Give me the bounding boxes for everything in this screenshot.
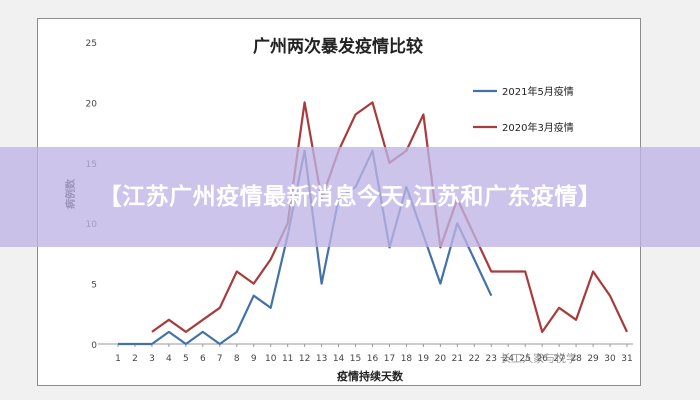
- x-tick-label: 30: [604, 354, 616, 364]
- x-tick-label: 1: [115, 354, 121, 364]
- x-tick-label: 6: [200, 354, 206, 364]
- legend-label-1: 2021年5月疫情: [502, 85, 574, 98]
- x-tick-label: 4: [166, 354, 172, 364]
- x-tick-label: 20: [435, 354, 447, 364]
- x-tick-label: 8: [234, 354, 240, 364]
- y-tick-label: 5: [91, 281, 97, 291]
- x-tick-label: 18: [401, 354, 413, 364]
- x-tick-label: 12: [299, 354, 310, 364]
- watermark-text: 长工人家与悦学: [500, 352, 577, 365]
- x-tick-label: 25: [519, 354, 530, 364]
- headline-text: 【江苏广州疫情最新消息今天,江苏和广东疫情】: [98, 184, 602, 210]
- x-tick-label: 22: [469, 354, 480, 364]
- x-tick-label: 23: [486, 354, 497, 364]
- x-tick-label: 28: [570, 354, 582, 364]
- x-tick-label: 11: [282, 354, 293, 364]
- x-axis-label: 疫情持续天数: [337, 369, 404, 383]
- x-tick-label: 29: [587, 354, 599, 364]
- x-tick-label: 5: [183, 354, 189, 364]
- headline-banner: 【江苏广州疫情最新消息今天,江苏和广东疫情】: [0, 147, 700, 247]
- x-tick-label: 13: [316, 354, 327, 364]
- x-tick-label: 14: [333, 354, 345, 364]
- x-tick-label: 10: [265, 354, 277, 364]
- y-tick-label: 20: [86, 99, 98, 109]
- x-tick-label: 31: [621, 354, 632, 364]
- x-tick-label: 17: [384, 354, 395, 364]
- x-tick-label: 19: [418, 354, 430, 364]
- x-tick-label: 3: [149, 354, 155, 364]
- x-tick-label: 15: [350, 354, 361, 364]
- legend-label-2: 2020年3月疫情: [502, 121, 574, 134]
- x-tick-label: 24: [503, 354, 515, 364]
- x-tick-label: 2: [132, 354, 138, 364]
- chart-title: 广州两次暴发疫情比较: [253, 36, 423, 57]
- x-tick-label: 27: [553, 354, 564, 364]
- y-tick-label: 0: [91, 341, 97, 351]
- y-tick-label: 25: [86, 39, 97, 49]
- x-tick-label: 9: [251, 354, 257, 364]
- x-tick-label: 21: [452, 354, 463, 364]
- x-tick-label: 7: [217, 354, 223, 364]
- x-tick-label: 26: [536, 354, 548, 364]
- x-tick-label: 16: [367, 354, 379, 364]
